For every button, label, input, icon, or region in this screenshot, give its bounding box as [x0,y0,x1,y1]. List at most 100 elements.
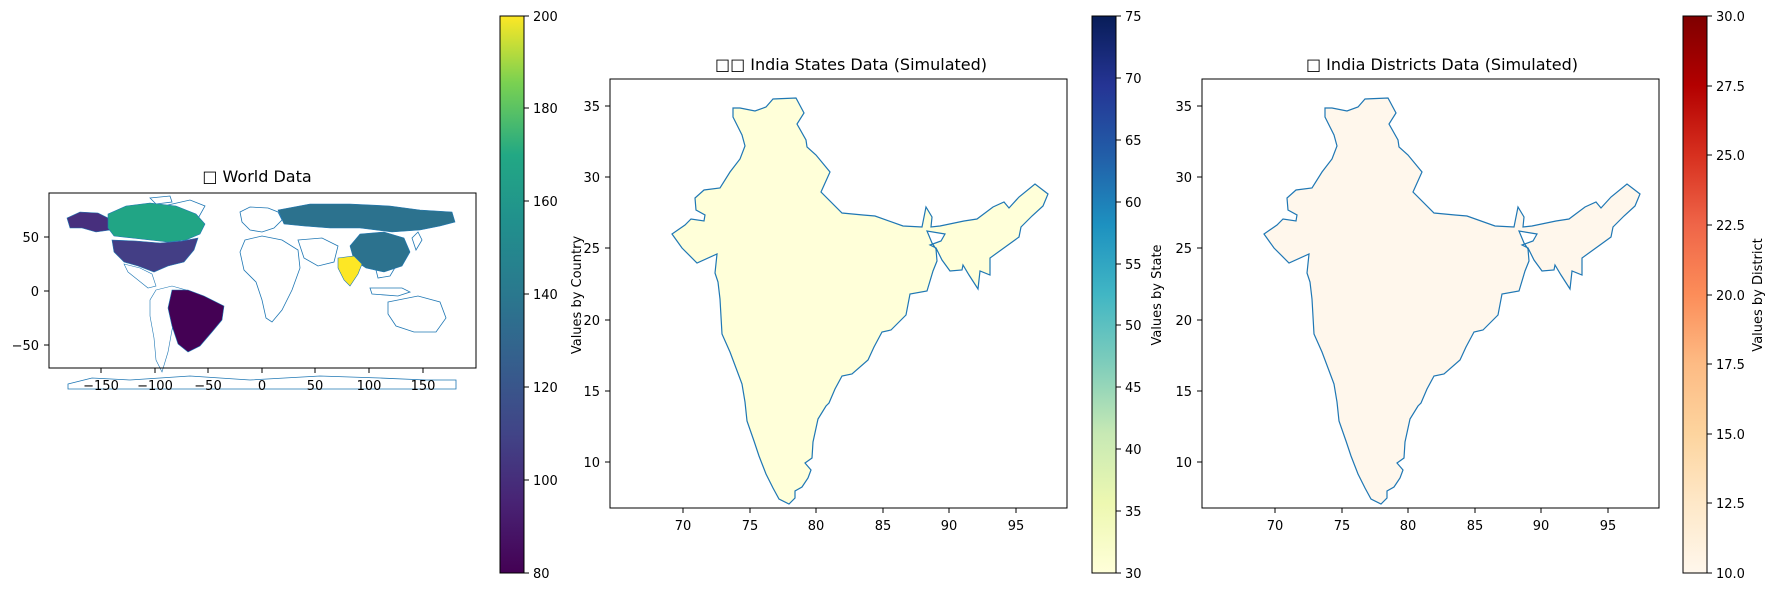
districts-colorbar-tick-label: 12.5 [1716,497,1745,512]
districts-colorbar-tick-label: 15.0 [1716,428,1745,443]
districts-x-tick-label: 95 [1600,519,1617,534]
australia-shape [387,295,447,333]
districts-x-tick-label: 80 [1400,519,1417,534]
districts-x-tick-label: 75 [1334,519,1351,534]
indonesia-shape [369,287,412,297]
states-colorbar-tick-label: 35 [1125,505,1142,520]
states-y-tick-label: 10 [583,456,600,471]
states-y-tick-label: 35 [583,100,600,115]
districts-title: □ India Districts Data (Simulated) [1306,55,1578,74]
districts-colorbar-tick-label: 10.0 [1716,567,1745,582]
districts-colorbar-tick-label: 25.0 [1716,149,1745,164]
world-colorbar-tick-label: 80 [533,567,550,582]
states-colorbar-tick-label: 30 [1125,567,1142,582]
districts-x-tick-label: 70 [1267,519,1284,534]
europe-shape [239,206,283,233]
districts-colorbar-ramp [1682,15,1708,574]
world-y-tick-label: 0 [31,285,39,300]
states-colorbar-tick-label: 70 [1125,72,1142,87]
world-map [66,195,457,390]
middle-east-shape [297,237,339,267]
world-panel: □ World Data [12,10,585,582]
world-colorbar: 80 100 120 140 160 180 200 Values by Cou… [499,10,585,582]
districts-y-tick-label: 10 [1175,456,1192,471]
world-y-tick-label: −50 [12,339,39,354]
india-states-shape [671,97,1049,505]
states-colorbar-tick-label: 60 [1125,196,1142,211]
states-y-tick-label: 30 [583,171,600,186]
states-y-axis: 10 15 20 25 30 35 [583,100,610,471]
districts-colorbar-tick-label: 20.0 [1716,289,1745,304]
states-colorbar-tick-label: 50 [1125,319,1142,334]
districts-y-tick-label: 15 [1175,385,1192,400]
world-colorbar-tick-label: 200 [533,10,558,25]
states-colorbar-tick-label: 45 [1125,381,1142,396]
antarctica-shape [67,375,457,390]
states-y-tick-label: 15 [583,385,600,400]
world-x-tick-label: 150 [411,379,436,394]
states-x-tick-label: 75 [742,519,759,534]
districts-colorbar-tick-label: 17.5 [1716,358,1745,373]
districts-colorbar: 10.0 12.5 15.0 17.5 20.0 22.5 25.0 27.5 … [1682,10,1766,582]
districts-axes-frame [1201,78,1660,509]
districts-colorbar-tick-label: 27.5 [1716,80,1745,95]
japan-shape [411,231,423,251]
mexico-shape [123,263,157,289]
states-colorbar-tick-label: 55 [1125,258,1142,273]
world-x-tick-label: −150 [83,379,119,394]
world-x-tick-label: 100 [357,379,382,394]
states-axes-frame [609,78,1068,509]
states-colorbar-tick-label: 65 [1125,134,1142,149]
canada-shape [107,202,206,243]
world-colorbar-tick-label: 140 [533,288,558,303]
states-colorbar-label: Values by State [1150,244,1165,345]
world-colorbar-tick-label: 180 [533,102,558,117]
districts-colorbar-tick-label: 30.0 [1716,10,1745,25]
districts-x-tick-label: 85 [1467,519,1484,534]
states-x-tick-label: 90 [941,519,958,534]
world-colorbar-tick-label: 100 [533,474,558,489]
states-colorbar-tick-label: 40 [1125,443,1142,458]
world-x-tick-label: 0 [258,379,266,394]
states-x-tick-label: 70 [675,519,692,534]
world-colorbar-tick-label: 160 [533,195,558,210]
world-y-axis: 50 0 −50 [12,231,49,354]
india-shape [337,255,363,287]
districts-panel: □ India Districts Data (Simulated) 70 75… [1175,10,1766,582]
world-colorbar-ramp [499,15,525,574]
world-colorbar-label: Values by Country [570,236,585,355]
districts-colorbar-tick-label: 22.5 [1716,219,1745,234]
districts-y-tick-label: 30 [1175,171,1192,186]
alaska-shape [66,211,111,233]
world-colorbar-tick-label: 120 [533,381,558,396]
districts-x-axis: 70 75 80 85 90 95 [1267,508,1617,534]
states-y-tick-label: 20 [583,314,600,329]
china-shape [349,231,411,273]
districts-y-axis: 10 15 20 25 30 35 [1175,100,1202,471]
world-y-tick-label: 50 [22,231,39,246]
states-panel: □□ India States Data (Simulated) 70 75 8… [583,10,1165,582]
states-colorbar: 30 35 40 45 50 55 60 65 70 75 Values by … [1091,10,1165,582]
russia-shape [277,203,456,233]
world-x-tick-label: −100 [137,379,173,394]
states-x-tick-label: 85 [875,519,892,534]
states-y-tick-label: 25 [583,242,600,257]
states-x-axis: 70 75 80 85 90 95 [675,508,1025,534]
states-colorbar-tick-label: 75 [1125,10,1142,25]
states-x-tick-label: 80 [808,519,825,534]
arctic-islands-shape [149,195,173,205]
districts-colorbar-label: Values by District [1751,238,1766,351]
districts-x-tick-label: 90 [1533,519,1550,534]
states-colorbar-ramp [1091,15,1117,574]
states-title: □□ India States Data (Simulated) [715,55,987,74]
world-x-tick-label: 50 [307,379,324,394]
world-title: □ World Data [202,167,311,186]
states-x-tick-label: 95 [1008,519,1025,534]
districts-y-tick-label: 25 [1175,242,1192,257]
districts-y-tick-label: 35 [1175,100,1192,115]
brazil-shape [167,289,225,353]
india-districts-shape [1263,97,1641,505]
districts-y-tick-label: 20 [1175,314,1192,329]
world-x-tick-label: −50 [194,379,221,394]
